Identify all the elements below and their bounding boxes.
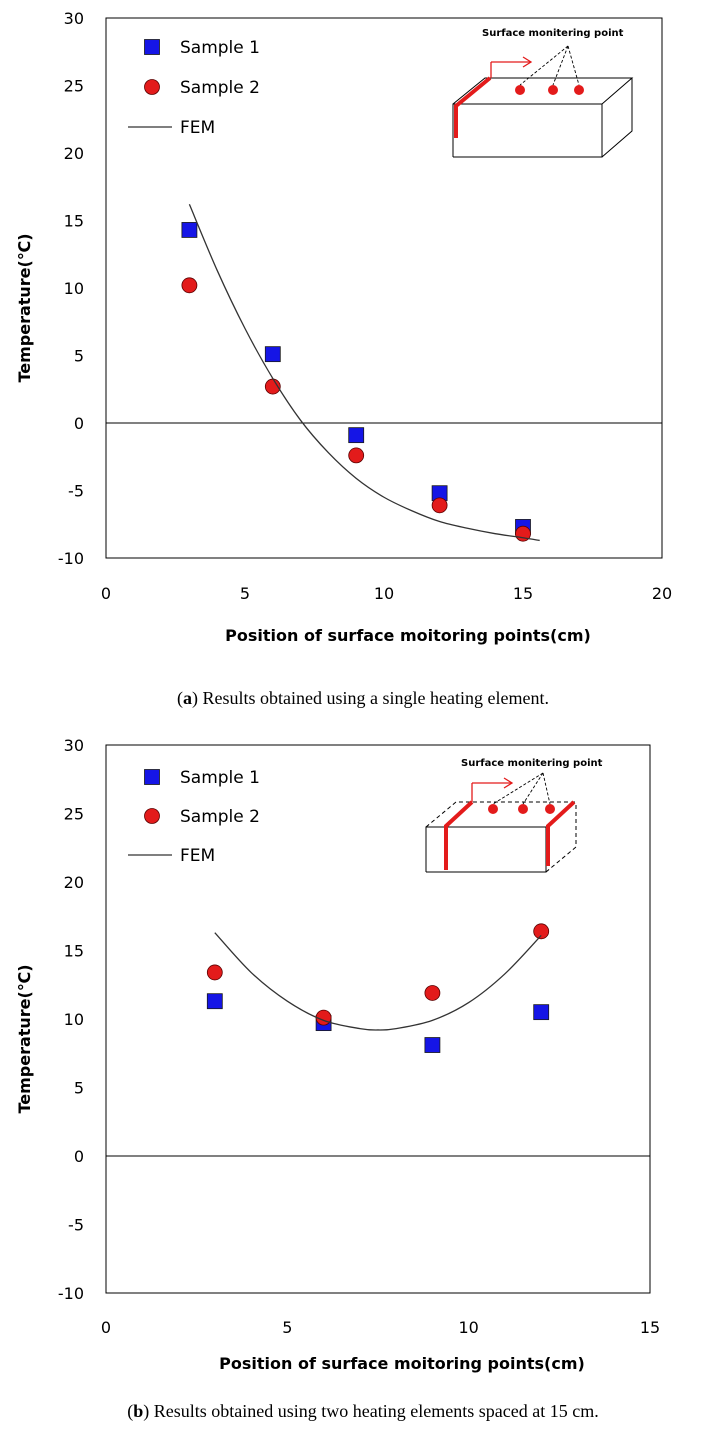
- figure-caption: (a) Results obtained using a single heat…: [177, 688, 549, 709]
- inset-box-side: [601, 78, 633, 158]
- y-tick-label: 5: [74, 347, 84, 366]
- x-tick-label: 20: [652, 584, 672, 603]
- caption-paren-close: ): [143, 1401, 154, 1422]
- inset-leader-line: [519, 45, 569, 86]
- legend-swatch-sample-1: [144, 39, 160, 55]
- x-tick-label: 5: [282, 1318, 292, 1337]
- monitoring-point-dot: [518, 804, 528, 814]
- sample-1-point: [206, 993, 223, 1010]
- x-tick-label: 15: [640, 1318, 660, 1337]
- y-tick-label: 30: [64, 9, 84, 28]
- y-tick-label: 10: [64, 279, 84, 298]
- caption-paren-open: (: [127, 1401, 133, 1422]
- y-tick-label: -10: [58, 1284, 84, 1303]
- monitoring-point-dot: [488, 804, 498, 814]
- y-tick-label: 0: [74, 1147, 84, 1166]
- fem-curve: [188, 204, 540, 542]
- y-tick-label: -10: [58, 549, 84, 568]
- legend-swatch-sample-2: [144, 808, 160, 824]
- inset-leader-line: [552, 45, 569, 86]
- x-tick-label: 5: [240, 584, 250, 603]
- plot-frame: [105, 17, 663, 559]
- y-tick-label: 20: [64, 873, 84, 892]
- inset-schematic: Surface monitering point: [452, 28, 634, 158]
- monitoring-point-dot: [545, 804, 555, 814]
- x-tick-label: 0: [101, 584, 111, 603]
- caption-letter: a: [183, 688, 192, 708]
- figure-caption: (b) Results obtained using two heating e…: [127, 1401, 598, 1422]
- legend-label: FEM: [180, 118, 215, 138]
- heating-element: [454, 76, 492, 138]
- x-axis-title: Position of surface moitoring points(cm): [219, 1354, 585, 1373]
- inset-box-front: [452, 103, 603, 158]
- chart-panel-b: -10 -5 0 5 10 15 20 25 30 0 5 10 15 Position of surfa…: [15, 736, 660, 1422]
- legend-swatch-sample-1: [144, 769, 160, 785]
- inset-leader-line: [522, 772, 544, 805]
- sample-2-point: [348, 447, 365, 464]
- y-axis-title: Temperature(℃): [15, 233, 34, 382]
- sample-2-point: [533, 923, 550, 940]
- caption-paren-close: ): [192, 688, 203, 709]
- inset-label: Surface monitering point: [482, 28, 624, 39]
- legend-label: Sample 1: [180, 38, 260, 58]
- monitoring-point-dot: [574, 85, 584, 95]
- sample-1-point: [533, 1004, 550, 1021]
- legend-label: FEM: [180, 846, 215, 866]
- legend: Sample 1 Sample 2 FEM: [128, 38, 260, 138]
- x-tick-label: 0: [101, 1318, 111, 1337]
- x-axis-title: Position of surface moitoring points(cm): [225, 626, 591, 645]
- caption-letter: b: [133, 1401, 143, 1421]
- x-tick-label: 15: [513, 584, 533, 603]
- inset-arrow-head: [503, 777, 514, 789]
- legend-swatch-sample-2: [144, 79, 160, 95]
- y-tick-label: -5: [68, 1216, 84, 1235]
- sample-2-point: [424, 985, 441, 1001]
- sample-2-point: [431, 497, 448, 514]
- y-tick-label: -5: [68, 482, 84, 501]
- y-tick-label: 25: [64, 77, 84, 96]
- y-tick-label: 0: [74, 414, 84, 433]
- y-tick-label: 20: [64, 144, 84, 163]
- y-tick-label: 5: [74, 1079, 84, 1098]
- sample-2-point: [181, 277, 198, 294]
- heating-element: [444, 800, 474, 870]
- inset-arrow-head: [522, 56, 533, 68]
- y-axis-title: Temperature(℃): [15, 964, 34, 1113]
- y-tick-label: 25: [64, 805, 84, 824]
- y-tick-label: 15: [64, 212, 84, 231]
- monitoring-point-dot: [548, 85, 558, 95]
- caption-text: Results obtained using two heating eleme…: [154, 1401, 599, 1421]
- sample-2-point: [206, 964, 223, 981]
- y-tick-label: 30: [64, 736, 84, 755]
- caption-paren-open: (: [177, 688, 183, 709]
- y-tick-label: 15: [64, 942, 84, 961]
- inset-label: Surface monitering point: [461, 758, 603, 769]
- inset-box-top: [452, 77, 634, 105]
- legend-label: Sample 1: [180, 768, 260, 788]
- legend-label: Sample 2: [180, 807, 260, 827]
- inset-schematic: Surface monitering point: [425, 758, 603, 873]
- inset-leader-line: [492, 772, 544, 805]
- monitoring-point-dot: [515, 85, 525, 95]
- sample-1-point: [424, 1037, 441, 1053]
- legend-label: Sample 2: [180, 78, 260, 98]
- plot-frame: [105, 744, 651, 1294]
- chart-panel-a: -10 -5 0 5 10 15 20 25 30 0 5 10 15 20 Position of sur…: [15, 9, 672, 709]
- caption-text: Results obtained using a single heating …: [203, 688, 549, 708]
- y-tick-label: 10: [64, 1010, 84, 1029]
- sample-1-point: [348, 427, 365, 444]
- sample-1-point: [181, 222, 198, 238]
- heating-element: [546, 800, 576, 866]
- sample-1-point: [264, 346, 281, 363]
- inset-leader-line: [567, 45, 580, 86]
- inset-leader-line: [542, 772, 551, 805]
- fem-curve: [214, 932, 542, 1031]
- x-tick-label: 10: [458, 1318, 478, 1337]
- x-tick-label: 10: [374, 584, 394, 603]
- legend: Sample 1 Sample 2 FEM: [128, 768, 260, 866]
